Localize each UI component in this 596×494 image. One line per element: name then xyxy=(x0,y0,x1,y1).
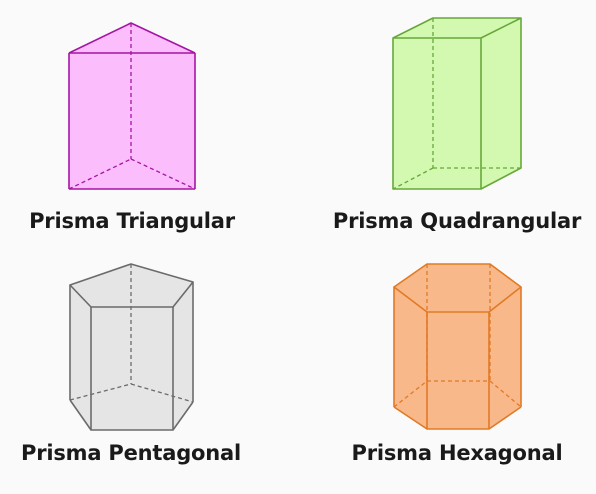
label-pentagonal-prism: Prisma Pentagonal xyxy=(21,441,241,465)
label-hexagonal-prism: Prisma Hexagonal xyxy=(351,441,563,465)
label-triangular-prism: Prisma Triangular xyxy=(29,209,235,233)
triangular-prism xyxy=(68,22,196,190)
quadrangular-prism xyxy=(392,17,522,190)
hexagonal-prism xyxy=(393,263,522,430)
pentagonal-prism xyxy=(69,263,194,431)
label-quadrangular-prism: Prisma Quadrangular xyxy=(332,209,582,233)
